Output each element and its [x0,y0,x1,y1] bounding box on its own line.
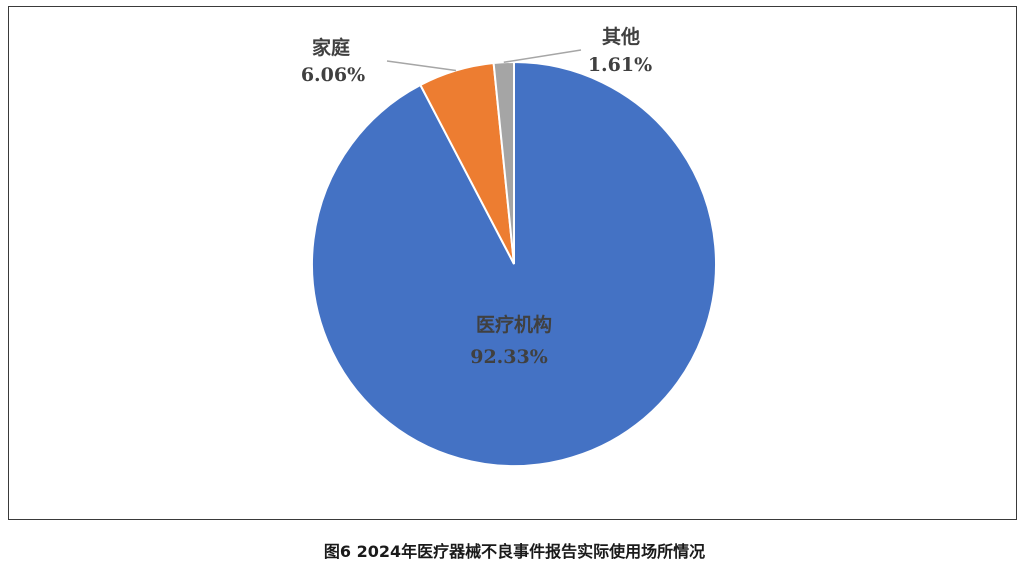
slice-label-name-2: 其他 [602,25,640,48]
slice-label-name-0: 医疗机构 [476,313,552,336]
leader-line-2 [503,49,582,63]
slice-label-value-2: 1.61% [588,54,652,76]
slice-label-name-1: 家庭 [312,36,350,59]
chart-frame: 医疗机构 92.33% 家庭 6.06% 其他 1.61% [8,6,1017,520]
figure-caption: 图6 2024年医疗器械不良事件报告实际使用场所情况 [323,542,706,561]
leader-line-1 [386,60,457,72]
pie-chart: 医疗机构 92.33% 家庭 6.06% 其他 1.61% [301,25,717,467]
slice-label-value-1: 6.06% [301,64,365,86]
slice-label-value-0: 92.33% [470,346,548,368]
